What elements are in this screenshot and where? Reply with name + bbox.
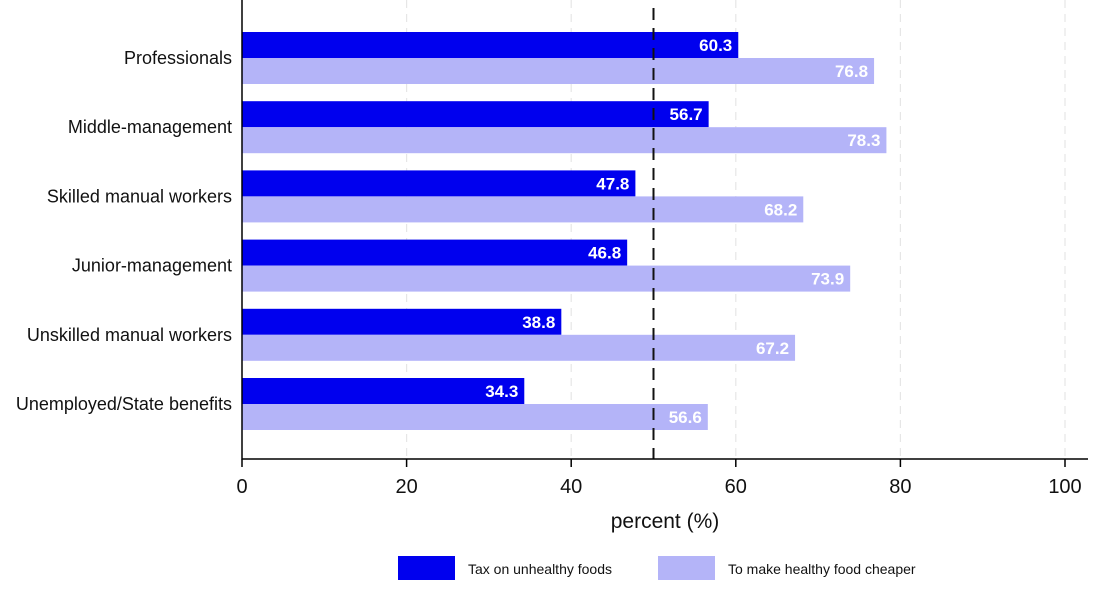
bar-value-label: 46.8 — [588, 244, 621, 263]
bar-value-label: 38.8 — [522, 313, 555, 332]
bar-cheaper-2 — [242, 196, 804, 223]
bar-value-label: 60.3 — [699, 36, 732, 55]
bar-cheaper-5 — [242, 404, 708, 430]
legend-label-tax: Tax on unhealthy foods — [468, 561, 612, 577]
category-label: Unemployed/State benefits — [16, 394, 232, 414]
bar-value-label: 78.3 — [847, 131, 880, 150]
x-axis-title: percent (%) — [611, 510, 720, 533]
bar-tax-0 — [242, 32, 739, 58]
legend-label-cheaper: To make healthy food cheaper — [728, 561, 916, 577]
bar-value-label: 68.2 — [764, 200, 797, 219]
category-label: Skilled manual workers — [47, 186, 232, 206]
bar-value-label: 73.9 — [811, 270, 844, 289]
x-tick-label: 80 — [889, 476, 911, 498]
category-label: Unskilled manual workers — [27, 325, 232, 345]
bar-cheaper-3 — [242, 265, 851, 292]
bar-tax-1 — [242, 101, 709, 128]
x-tick-label: 100 — [1048, 476, 1081, 498]
legend-swatch-cheaper — [658, 556, 715, 580]
category-label: Middle-management — [68, 117, 232, 137]
bar-value-label: 56.6 — [669, 408, 702, 427]
legend: Tax on unhealthy foods To make healthy f… — [398, 556, 916, 580]
bar-value-label: 76.8 — [835, 62, 868, 81]
bars — [242, 32, 887, 430]
bar-value-label: 67.2 — [756, 339, 789, 358]
category-label: Junior-management — [72, 256, 232, 276]
x-tick-label: 40 — [560, 476, 582, 498]
category-label: Professionals — [124, 48, 232, 68]
x-tick-label: 0 — [236, 476, 247, 498]
legend-swatch-tax — [398, 556, 455, 580]
bar-tax-3 — [242, 239, 628, 266]
bar-tax-4 — [242, 308, 562, 335]
bar-tax-2 — [242, 170, 636, 197]
x-tick-label: 60 — [725, 476, 747, 498]
category-labels: Professionals Middle-management Skilled ma… — [16, 48, 232, 414]
axes: 0 20 40 60 80 100 — [236, 0, 1088, 498]
bar-cheaper-4 — [242, 334, 796, 361]
bar-value-label: 56.7 — [670, 105, 703, 124]
bar-value-labels: 60.3 76.8 56.7 78.3 47.8 68.2 46.8 73.9 38.8 67.2… — [485, 36, 880, 427]
bar-cheaper-1 — [242, 127, 887, 154]
bar-tax-5 — [242, 378, 525, 404]
x-tick-label: 20 — [395, 476, 417, 498]
bar-cheaper-0 — [242, 58, 875, 84]
bar-value-label: 34.3 — [485, 382, 518, 401]
bar-value-label: 47.8 — [596, 174, 629, 193]
